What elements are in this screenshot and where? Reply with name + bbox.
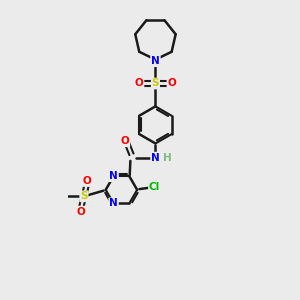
Text: O: O xyxy=(76,207,85,217)
Text: O: O xyxy=(121,136,129,146)
Text: Cl: Cl xyxy=(149,182,160,191)
Text: O: O xyxy=(167,79,176,88)
Text: O: O xyxy=(135,79,143,88)
Text: N: N xyxy=(109,198,118,208)
Text: S: S xyxy=(80,191,88,201)
Text: O: O xyxy=(83,176,92,186)
Text: N: N xyxy=(151,153,160,163)
Text: S: S xyxy=(152,79,159,88)
Text: H: H xyxy=(163,153,172,163)
Text: N: N xyxy=(151,56,160,66)
Text: N: N xyxy=(109,171,118,181)
